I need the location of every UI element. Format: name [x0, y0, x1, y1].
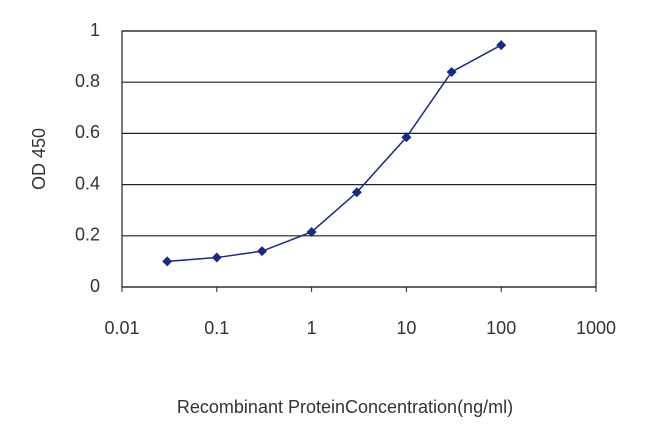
y-axis-label: OD 450 — [29, 128, 49, 190]
x-tick-label: 10 — [396, 318, 416, 338]
data-line — [167, 44, 502, 263]
x-tick-label: 0.01 — [104, 318, 139, 338]
y-tick-label: 1 — [90, 20, 100, 40]
data-point — [446, 66, 457, 77]
data-point — [496, 40, 507, 51]
plot-frame — [121, 30, 597, 288]
data-point — [306, 226, 317, 237]
x-tick-label: 1 — [307, 318, 317, 338]
x-tick-label: 100 — [486, 318, 516, 338]
x-axis-label: Recombinant ProteinConcentration(ng/ml) — [177, 397, 513, 417]
data-point — [211, 252, 222, 263]
y-tick-label: 0.2 — [75, 225, 100, 245]
y-tick-label: 0.8 — [75, 71, 100, 91]
x-tick-label: 1000 — [576, 318, 616, 338]
data-point — [162, 256, 173, 267]
y-tick-label: 0.4 — [75, 173, 100, 193]
y-tick-label: 0.6 — [75, 122, 100, 142]
data-point — [257, 246, 268, 257]
data-point — [401, 132, 412, 143]
data-point — [351, 187, 362, 198]
x-tick-label: 0.1 — [204, 318, 229, 338]
y-tick-label: 0 — [90, 276, 100, 296]
